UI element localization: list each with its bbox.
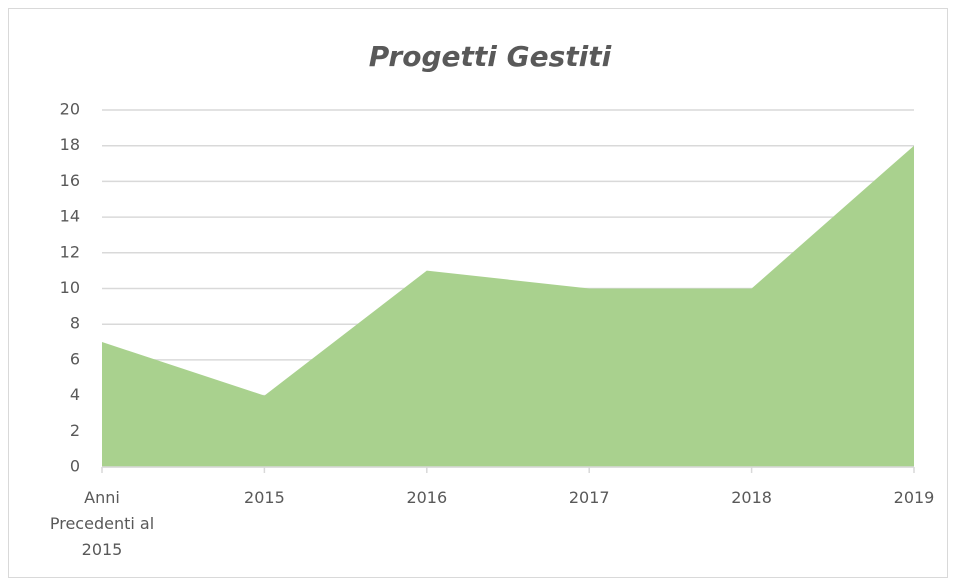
y-tick-label: 14 [60,207,80,226]
y-tick-label: 10 [60,278,80,297]
y-tick-label: 20 [60,100,80,119]
x-tick-label: 2017 [568,488,610,507]
area [102,145,914,467]
y-tick-label: 4 [70,385,80,404]
y-tick-label: 8 [70,314,80,333]
y-tick-label: 16 [60,171,80,190]
y-tick-label: 2 [70,421,80,440]
y-tick-label: 12 [60,242,80,261]
chart-title: Progetti Gestiti [369,40,612,73]
y-tick-label: 6 [70,349,80,368]
x-tick-label: Anni Precedenti al 2015 [49,488,155,559]
y-tick-label: 18 [60,135,80,154]
x-tick-label: 2018 [731,488,772,507]
y-tick-label: 0 [70,457,80,476]
x-tick-label: 2015 [244,488,285,507]
x-tick-label: 2019 [893,488,935,507]
x-tick-label: 2016 [406,488,448,507]
